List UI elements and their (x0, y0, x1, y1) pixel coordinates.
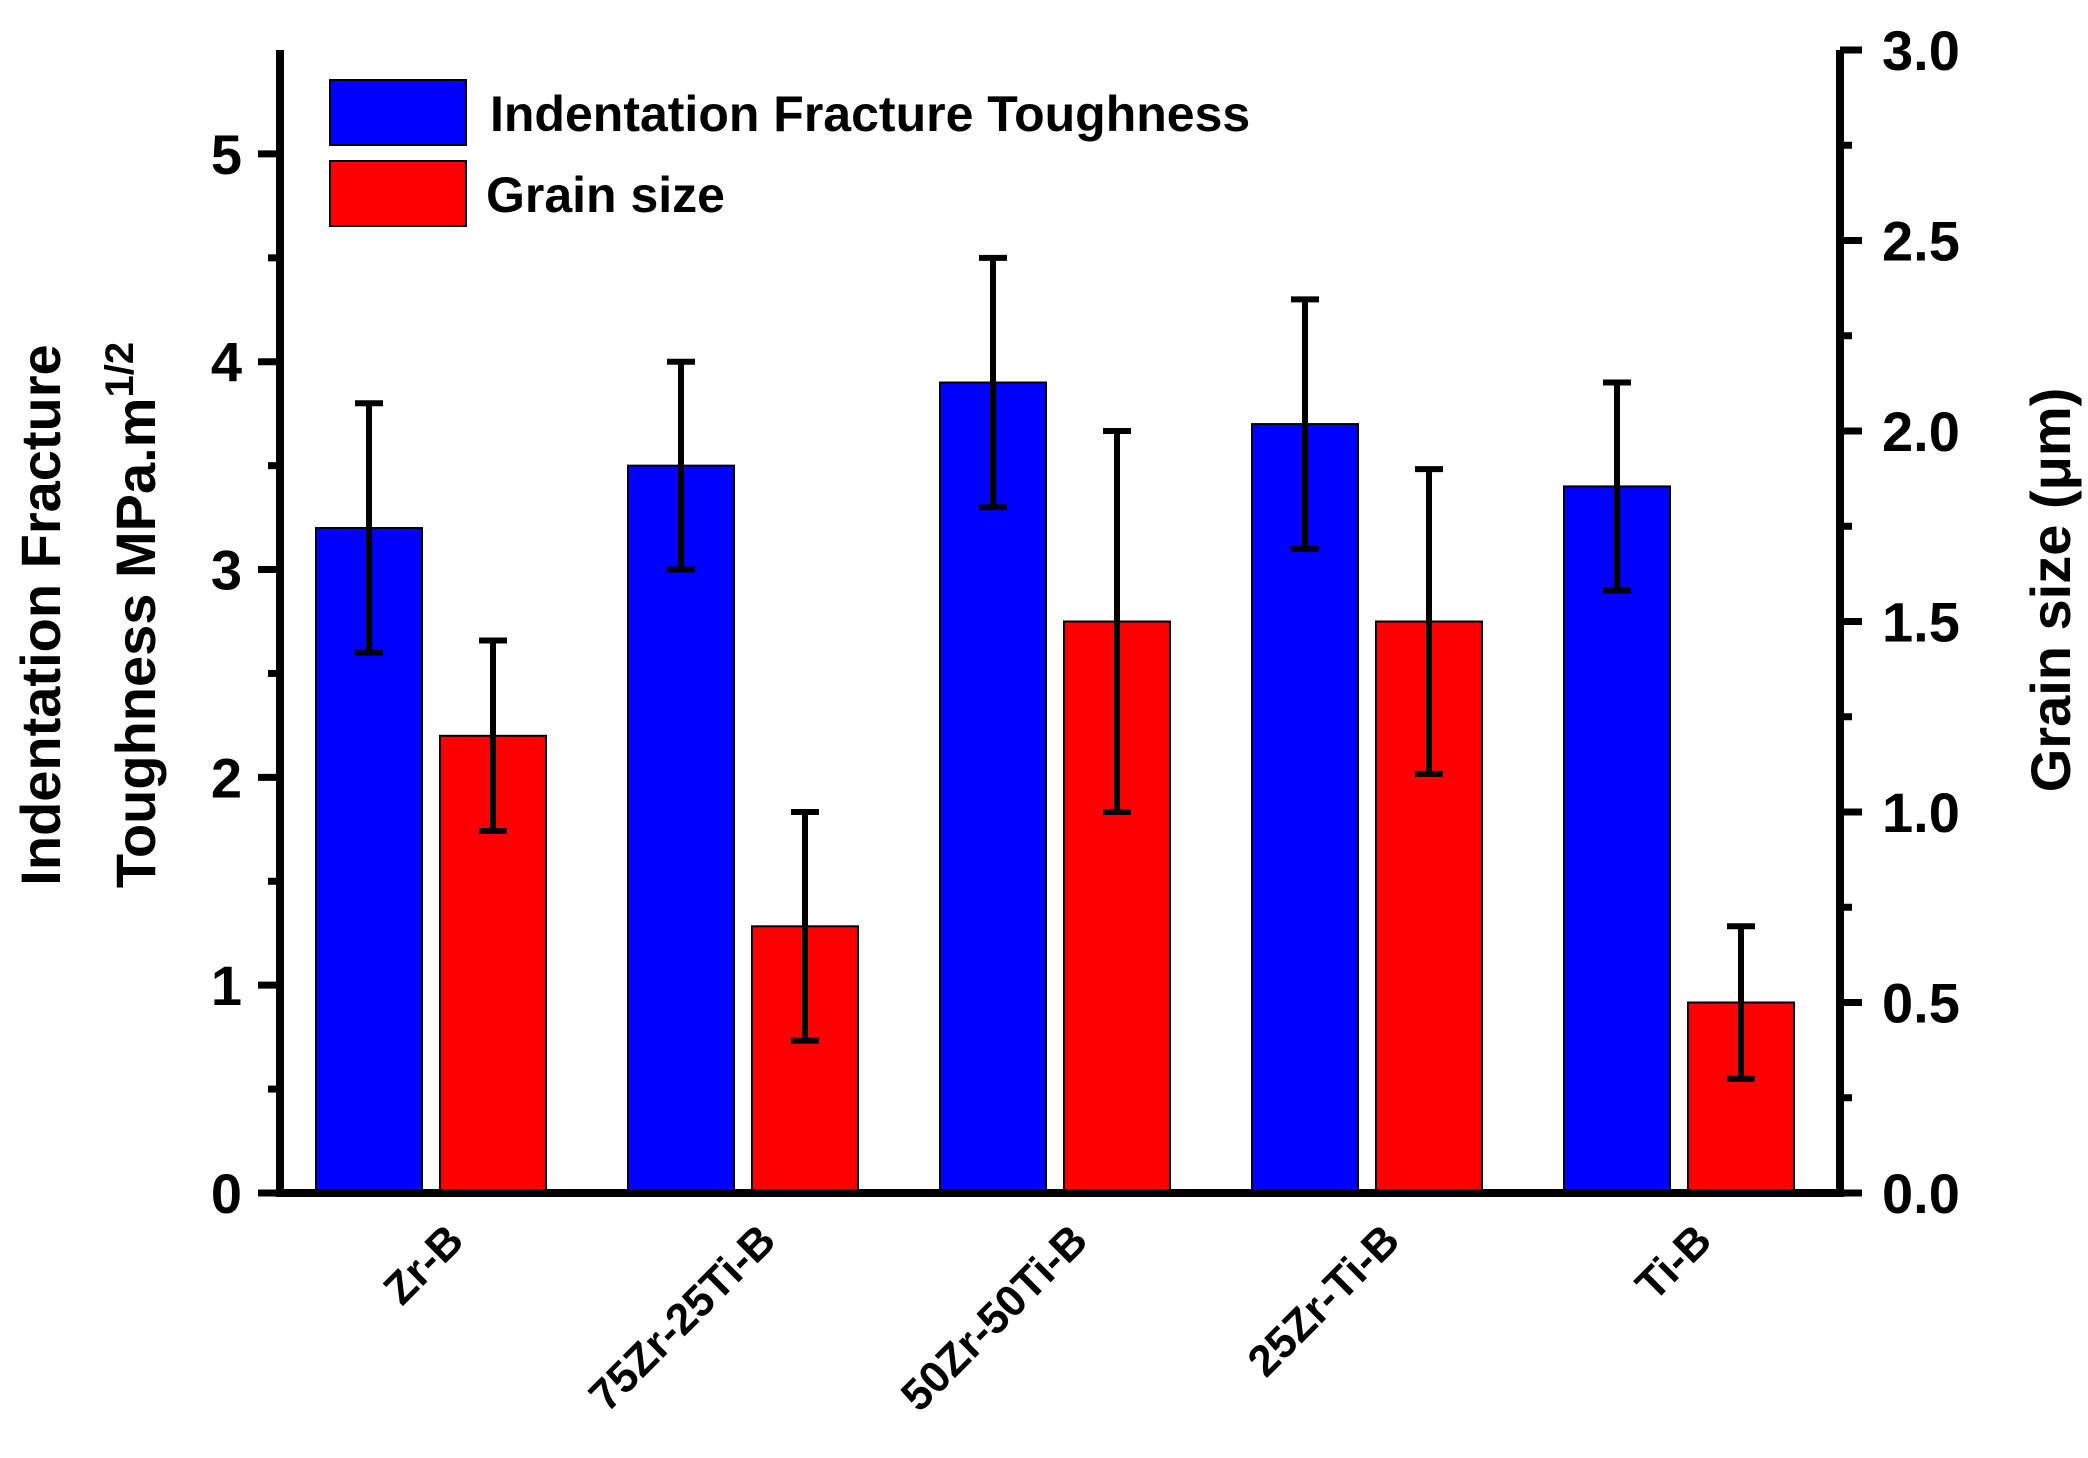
legend-swatch-toughness (329, 79, 467, 146)
y-left-tick-label: 5 (211, 123, 242, 186)
bar-toughness-75zr-25ti-b (627, 464, 735, 1194)
y-left-tick-label: 1 (211, 954, 242, 1017)
x-tick-label-zr-b: Zr-B (374, 1215, 473, 1314)
y-right-tick-label: 2.0 (1882, 400, 1960, 463)
error-bars-layer (355, 254, 1755, 1082)
y-right-tick-label: 1.0 (1882, 781, 1960, 844)
y-left-axis-title-main: Toughness MPa.m (104, 398, 167, 889)
bars-layer (315, 381, 1795, 1195)
y-right-tick-label: 1.5 (1882, 591, 1960, 654)
y-left-axis-title-superscript: 1/2 (98, 342, 142, 398)
x-tick-label-25zr-ti-b: 25Zr-Ti-B (1238, 1215, 1409, 1386)
bar-toughness-25zr-ti-b (1251, 423, 1359, 1194)
legend-label-grain-size: Grain size (486, 167, 725, 223)
x-tick-label-75zr-25ti-b: 75Zr-25Ti-B (580, 1215, 785, 1420)
x-tick-label-50zr-50ti-b: 50Zr-50Ti-B (892, 1215, 1097, 1420)
bar-toughness-50zr-50ti-b (939, 381, 1047, 1194)
y-left-tick-label: 0 (211, 1162, 242, 1225)
x-tick-label-ti-b: Ti-B (1627, 1215, 1722, 1310)
y-left-axis-title-line2: Toughness MPa.m1/2 (98, 342, 167, 888)
y-right-tick-label: 0.5 (1882, 972, 1960, 1035)
y-right-tick-label: 3.0 (1882, 19, 1960, 82)
y-left-tick-label: 4 (211, 331, 242, 394)
y-left-tick-label: 2 (211, 746, 242, 809)
y-right-axis-title: Grain size (μm) (2019, 388, 2082, 793)
y-left-tick-label: 3 (211, 539, 242, 602)
legend: Indentation Fracture Toughness Grain siz… (329, 79, 1250, 227)
legend-swatch-grain-size (329, 160, 467, 227)
y-right-tick-label: 0.0 (1882, 1162, 1960, 1225)
bar-toughness-ti-b (1563, 485, 1671, 1195)
y-right-tick-label: 2.5 (1882, 210, 1960, 273)
axes-layer (258, 46, 1862, 1197)
legend-label-toughness: Indentation Fracture Toughness (490, 86, 1250, 142)
y-left-axis-title-line1: Indentation Fracture (9, 344, 72, 885)
